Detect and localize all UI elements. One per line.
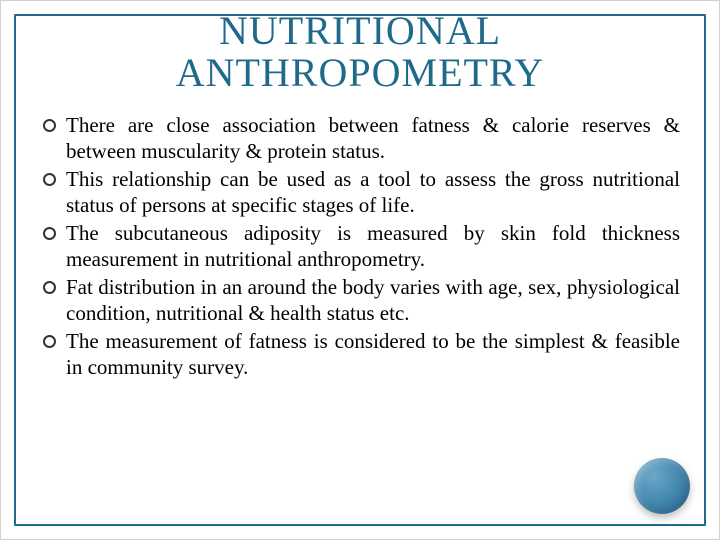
- list-item: The subcutaneous adiposity is measured b…: [40, 220, 680, 272]
- list-item: Fat distribution in an around the body v…: [40, 274, 680, 326]
- decorative-sphere-icon: [634, 458, 690, 514]
- bullet-list: There are close association between fatn…: [40, 112, 680, 380]
- list-item: There are close association between fatn…: [40, 112, 680, 164]
- slide-title: NUTRITIONAL ANTHROPOMETRY: [40, 10, 680, 94]
- slide-content: NUTRITIONAL ANTHROPOMETRY There are clos…: [40, 16, 680, 382]
- list-item: This relationship can be used as a tool …: [40, 166, 680, 218]
- list-item: The measurement of fatness is considered…: [40, 328, 680, 380]
